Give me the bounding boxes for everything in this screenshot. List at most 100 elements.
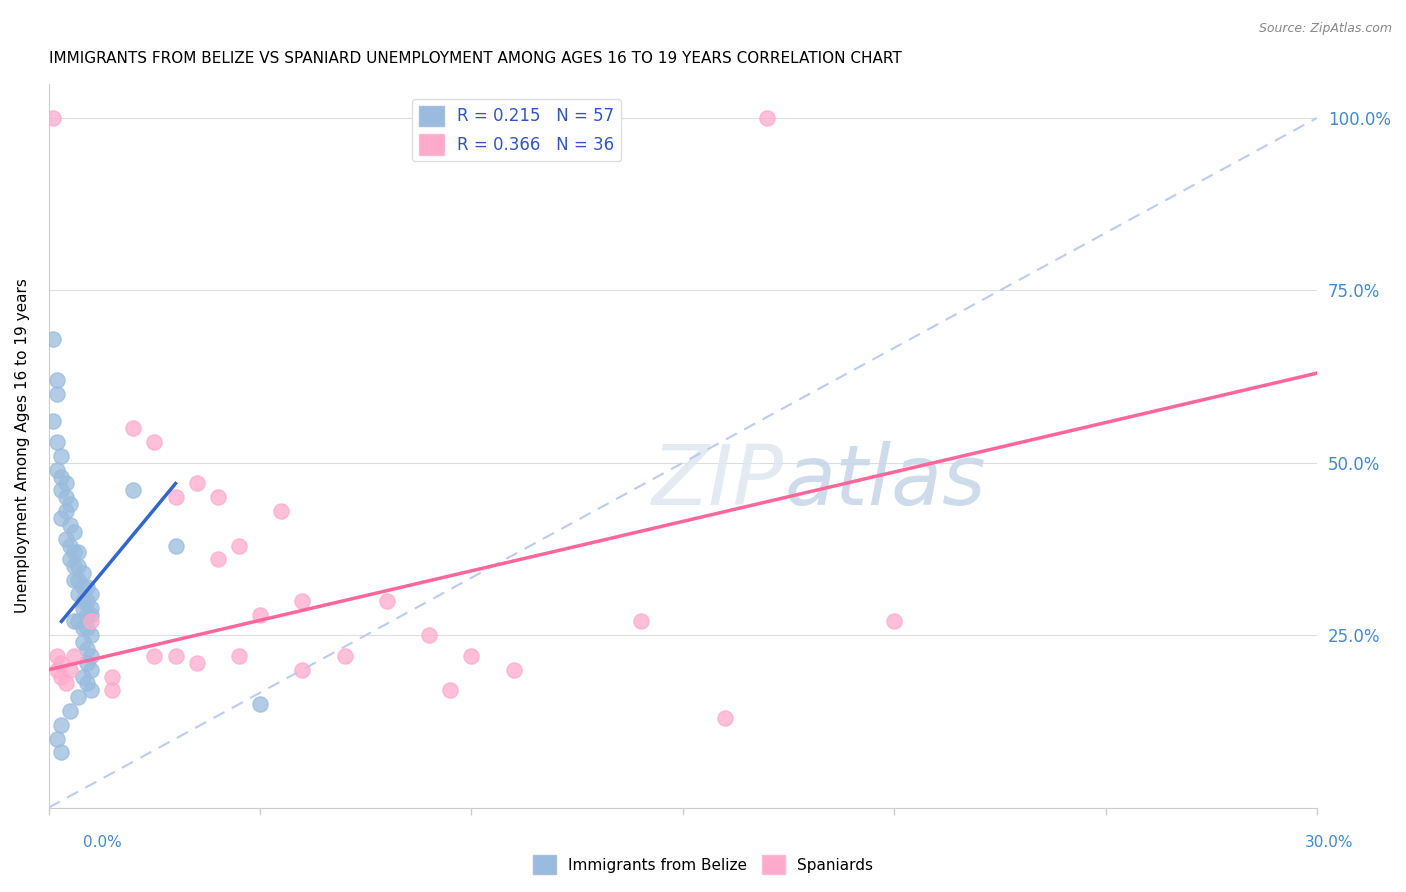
Point — [80, 648, 103, 663]
Point — [55, 504, 77, 518]
Point — [72, 600, 94, 615]
Point — [72, 593, 94, 607]
Point — [46, 663, 69, 677]
Point — [143, 435, 166, 450]
Point — [42, 414, 65, 428]
Point — [143, 648, 166, 663]
Point — [418, 628, 440, 642]
Point — [72, 580, 94, 594]
Y-axis label: Unemployment Among Ages 16 to 19 years: Unemployment Among Ages 16 to 19 years — [15, 278, 30, 613]
Point — [55, 532, 77, 546]
Point — [46, 373, 69, 387]
Point — [333, 648, 356, 663]
Point — [630, 615, 652, 629]
Point — [165, 539, 187, 553]
Point — [72, 635, 94, 649]
Point — [63, 524, 86, 539]
Point — [72, 670, 94, 684]
Point — [51, 511, 73, 525]
Point — [76, 621, 98, 635]
Point — [59, 704, 82, 718]
Point — [249, 697, 271, 711]
Point — [51, 718, 73, 732]
Point — [207, 552, 229, 566]
Point — [67, 587, 90, 601]
Point — [46, 387, 69, 401]
Point — [186, 656, 208, 670]
Point — [270, 504, 292, 518]
Point — [51, 746, 73, 760]
Point — [63, 648, 86, 663]
Point — [59, 663, 82, 677]
Point — [51, 656, 73, 670]
Point — [51, 670, 73, 684]
Point — [59, 552, 82, 566]
Point — [80, 615, 103, 629]
Point — [460, 648, 482, 663]
Point — [46, 731, 69, 746]
Point — [67, 615, 90, 629]
Point — [72, 621, 94, 635]
Point — [80, 628, 103, 642]
Point — [439, 683, 461, 698]
Point — [165, 648, 187, 663]
Point — [714, 711, 737, 725]
Point — [76, 607, 98, 622]
Point — [122, 421, 145, 435]
Point — [59, 517, 82, 532]
Point — [80, 607, 103, 622]
Point — [63, 615, 86, 629]
Text: ZIP: ZIP — [652, 442, 785, 523]
Point — [55, 676, 77, 690]
Point — [122, 483, 145, 498]
Point — [502, 663, 524, 677]
Point — [228, 539, 250, 553]
Point — [291, 663, 314, 677]
Point — [67, 690, 90, 705]
Point — [63, 545, 86, 559]
Legend: Immigrants from Belize, Spaniards: Immigrants from Belize, Spaniards — [527, 849, 879, 880]
Point — [42, 111, 65, 125]
Point — [165, 490, 187, 504]
Point — [55, 490, 77, 504]
Text: atlas: atlas — [785, 442, 986, 523]
Point — [101, 670, 124, 684]
Point — [42, 332, 65, 346]
Point — [51, 483, 73, 498]
Point — [67, 573, 90, 587]
Point — [80, 600, 103, 615]
Point — [101, 683, 124, 698]
Point — [186, 476, 208, 491]
Point — [59, 539, 82, 553]
Point — [76, 676, 98, 690]
Point — [59, 497, 82, 511]
Legend: R = 0.215   N = 57, R = 0.366   N = 36: R = 0.215 N = 57, R = 0.366 N = 36 — [412, 99, 621, 161]
Point — [51, 449, 73, 463]
Point — [80, 683, 103, 698]
Point — [249, 607, 271, 622]
Point — [67, 545, 90, 559]
Point — [67, 559, 90, 574]
Point — [291, 593, 314, 607]
Text: 0.0%: 0.0% — [83, 836, 122, 850]
Point — [63, 573, 86, 587]
Point — [51, 469, 73, 483]
Text: Source: ZipAtlas.com: Source: ZipAtlas.com — [1258, 22, 1392, 36]
Point — [756, 111, 779, 125]
Point — [883, 615, 905, 629]
Point — [63, 559, 86, 574]
Text: 30.0%: 30.0% — [1305, 836, 1353, 850]
Point — [76, 593, 98, 607]
Point — [46, 648, 69, 663]
Point — [76, 656, 98, 670]
Point — [76, 642, 98, 657]
Point — [55, 476, 77, 491]
Point — [46, 435, 69, 450]
Point — [46, 463, 69, 477]
Point — [207, 490, 229, 504]
Text: IMMIGRANTS FROM BELIZE VS SPANIARD UNEMPLOYMENT AMONG AGES 16 TO 19 YEARS CORREL: IMMIGRANTS FROM BELIZE VS SPANIARD UNEMP… — [49, 51, 901, 66]
Point — [375, 593, 398, 607]
Point — [76, 580, 98, 594]
Point — [72, 566, 94, 581]
Point — [80, 663, 103, 677]
